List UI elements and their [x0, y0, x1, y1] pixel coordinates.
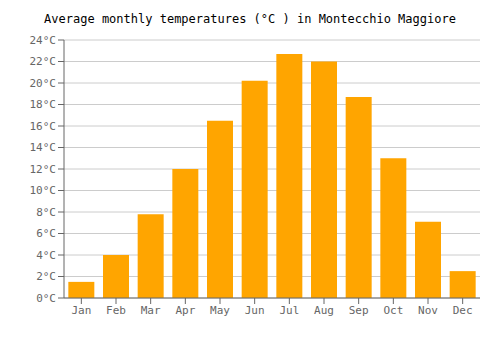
svg-text:Feb: Feb: [106, 304, 126, 317]
svg-text:Apr: Apr: [175, 304, 195, 317]
svg-text:16°C: 16°C: [30, 120, 57, 133]
svg-text:May: May: [210, 304, 230, 317]
svg-text:Jan: Jan: [71, 304, 91, 317]
svg-text:22°C: 22°C: [30, 55, 57, 68]
html-text:Average monthly temperatures (: Average monthly temperatures (°C ) in Mo…: [44, 12, 456, 26]
svg-text:Jul: Jul: [279, 304, 299, 317]
svg-text:8°C: 8°C: [36, 206, 56, 219]
svg-text:Nov: Nov: [418, 304, 438, 317]
svg-text:10°C: 10°C: [30, 184, 57, 197]
svg-text:24°C: 24°C: [30, 34, 57, 47]
svg-text:Jun: Jun: [245, 304, 265, 317]
svg-text:Mar: Mar: [141, 304, 161, 317]
svg-text:4°C: 4°C: [36, 249, 56, 262]
svg-text:Aug: Aug: [314, 304, 334, 317]
svg-text:Dec: Dec: [453, 304, 473, 317]
svg-text:20°C: 20°C: [30, 77, 57, 90]
svg-text:14°C: 14°C: [30, 141, 57, 154]
svg-text:12°C: 12°C: [30, 163, 57, 176]
svg-text:0°C: 0°C: [36, 292, 56, 305]
svg-text:6°C: 6°C: [36, 227, 56, 240]
svg-text:18°C: 18°C: [30, 98, 57, 111]
svg-text:Oct: Oct: [383, 304, 403, 317]
svg-text:Sep: Sep: [349, 304, 369, 317]
svg-text:2°C: 2°C: [36, 270, 56, 283]
